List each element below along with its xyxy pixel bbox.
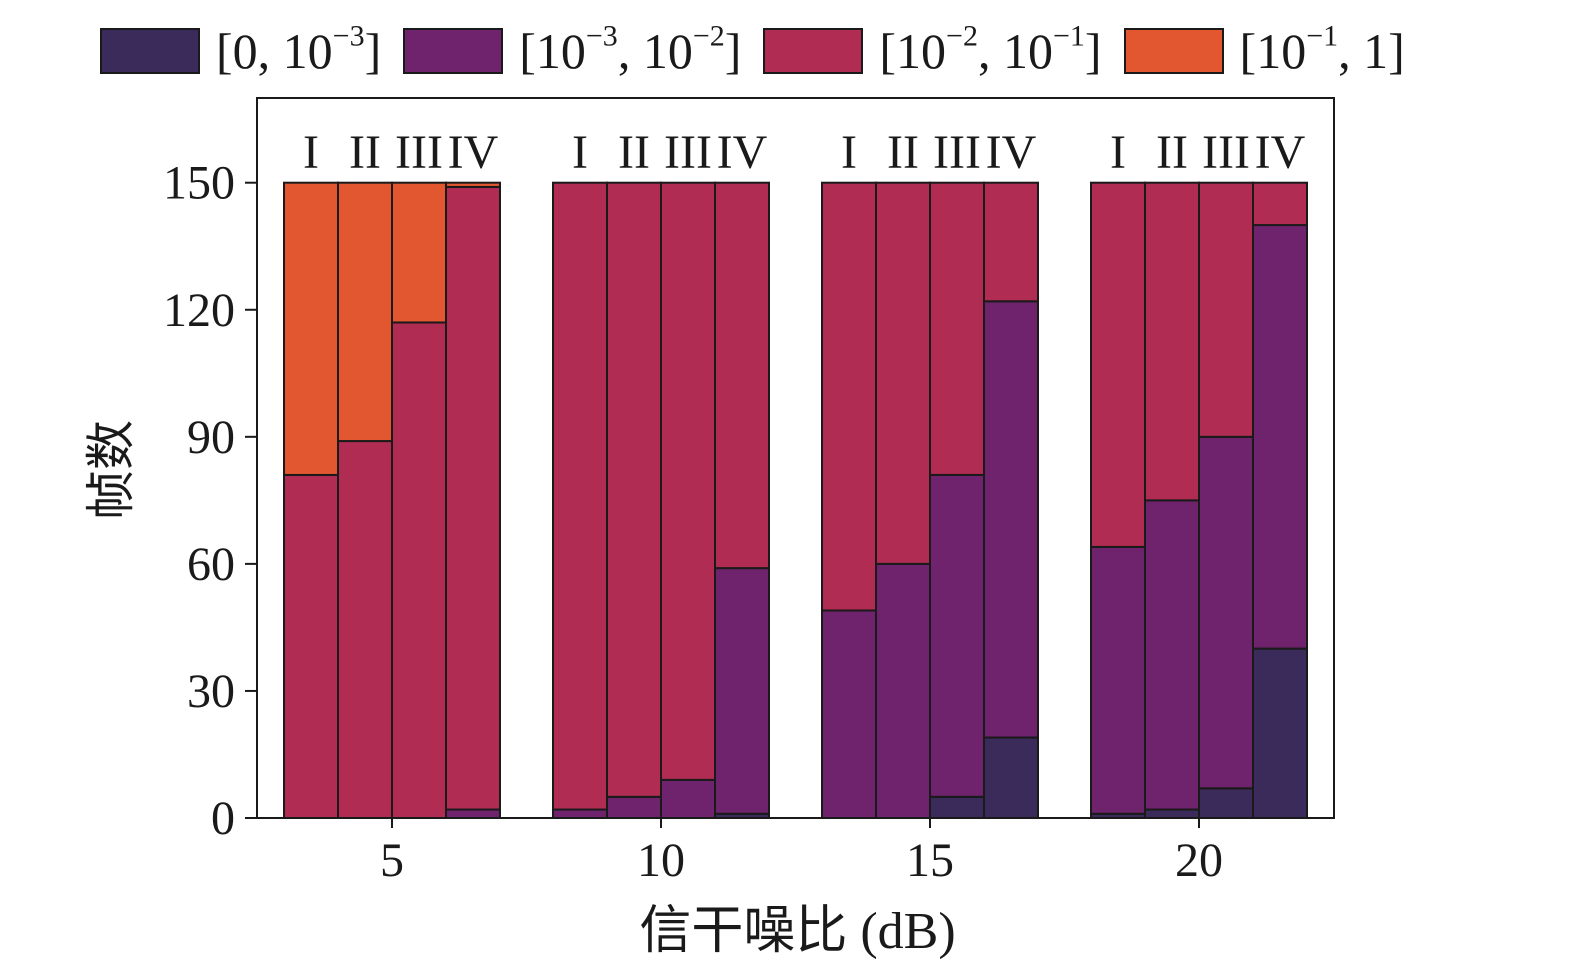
x-tick-label: 15 [906,834,954,887]
bar-segment [283,473,339,819]
bar-segment [1252,224,1308,650]
method-label: II [618,126,650,179]
method-label: II [887,126,919,179]
bar-segment [660,181,716,781]
bar-segment [1144,499,1200,811]
method-label: III [1202,126,1250,179]
y-tick-label: 60 [187,538,235,591]
bar-segment [283,181,339,476]
bar-segment [1252,181,1308,227]
bar-segment [445,808,501,820]
y-tick-label: 30 [187,665,235,718]
legend-label: [10−2, 10−1] [879,19,1102,79]
method-label: II [349,126,381,179]
x-tick-label: 20 [1175,834,1223,887]
y-tick-label: 90 [187,411,235,464]
bar-segment [391,321,447,819]
legend-label: [10−1, 1] [1239,19,1405,79]
bar-segment [1198,787,1254,820]
axes-frame [256,97,1335,819]
legend-label: [10−3, 10−2] [519,19,742,79]
method-label: IV [986,126,1037,179]
bar-segment [821,609,877,819]
method-label: III [395,126,443,179]
method-label: I [841,126,857,179]
bar-segment [929,473,985,798]
bar-segment [1090,181,1146,548]
y-axis-label: 帧数 [83,420,139,520]
bar-segment [929,181,985,476]
bar-segment [983,181,1039,303]
x-axis-label: 信干噪比 (dB) [639,903,955,960]
bar-segment [1090,545,1146,815]
bar-segment [391,181,447,324]
bar-segment [821,181,877,612]
bar-segment [552,808,608,820]
legend-item: [10−2, 10−1] [763,19,1102,79]
bar-segment [1144,808,1200,820]
legend-swatch [100,28,200,74]
x-tick-label: 10 [637,834,685,887]
legend-swatch [763,28,864,74]
legend-item: [10−1, 1] [1123,19,1405,79]
bar-segment [1198,435,1254,790]
method-label: I [303,126,319,179]
y-tick-label: 120 [163,284,235,337]
y-tick-label: 0 [211,792,235,845]
bar-segment [929,795,985,820]
bar-segment [445,181,501,188]
bar-segment [1144,181,1200,502]
bar-segment [714,181,770,570]
legend-item: [10−3, 10−2] [403,19,742,79]
method-label: III [664,126,712,179]
bar-segment [606,795,662,820]
bar-segment [714,567,770,815]
method-label: IV [717,126,768,179]
legend-swatch [1123,28,1224,74]
method-label: I [1110,126,1126,179]
legend-swatch [403,28,504,74]
bar-segment [875,181,931,565]
bar-segment [1252,647,1308,820]
method-label: III [933,126,981,179]
legend-item: [0, 10−3] [100,19,382,79]
bar-segment [983,736,1039,820]
x-tick-label: 5 [380,834,404,887]
legend: [0, 10−3] [10−3, 10−2] [10−2, 10−1] [10−1, … [100,19,1427,80]
bar-segment [337,181,393,443]
bar-segment [337,440,393,819]
bar-segment [552,181,608,811]
bar-segment [1198,181,1254,438]
bar-segment [875,562,931,819]
bar-segment [983,300,1039,739]
method-label: I [572,126,588,179]
method-label: IV [1255,126,1306,179]
y-tick-label: 150 [163,157,235,210]
legend-label: [0, 10−3] [216,19,382,79]
bar-segment [660,778,716,819]
bar-segment [445,185,501,811]
method-label: IV [448,126,499,179]
bar-segment [606,181,662,798]
method-label: II [1156,126,1188,179]
